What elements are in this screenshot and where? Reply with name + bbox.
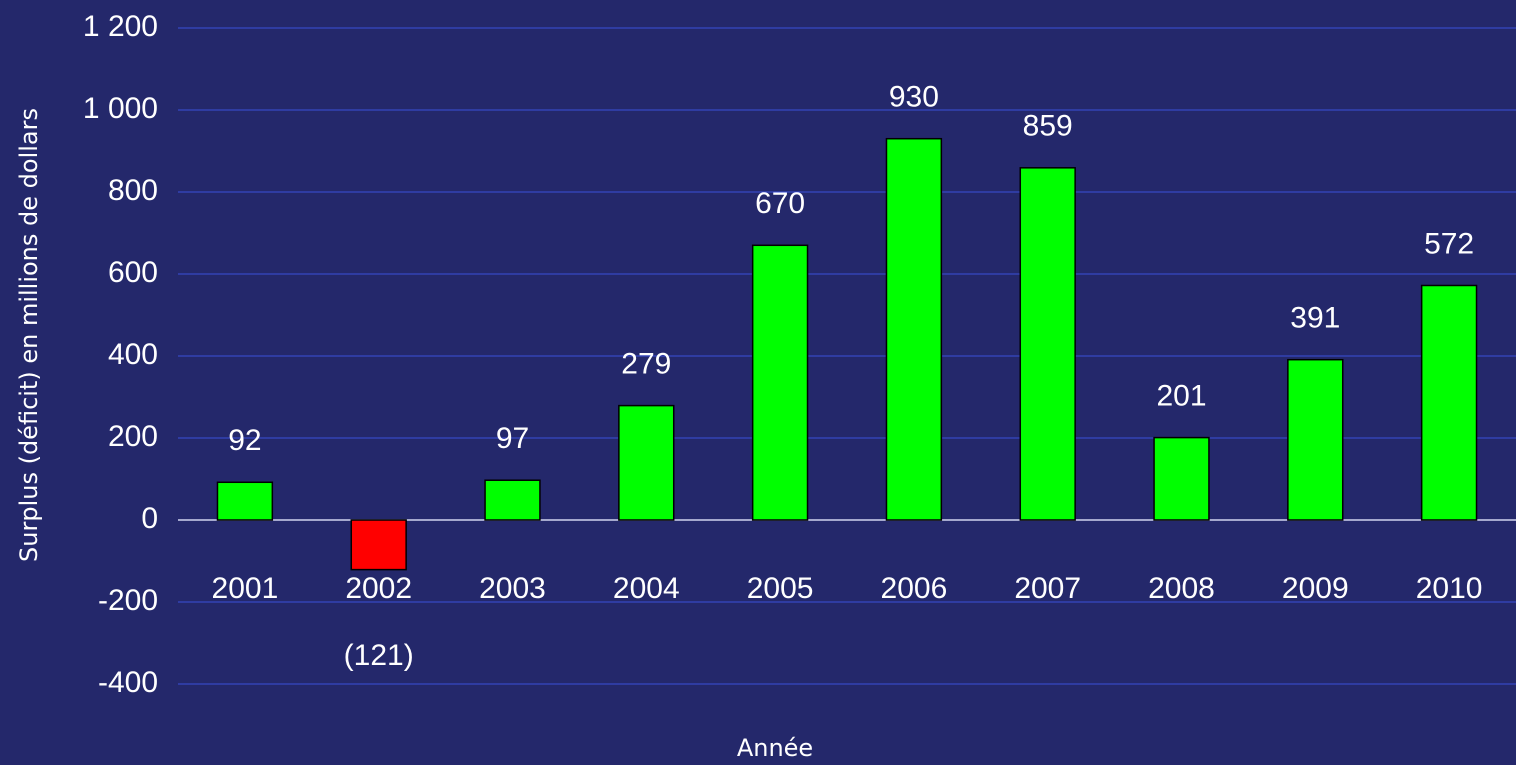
bar bbox=[484, 479, 541, 521]
data-label: 572 bbox=[1424, 227, 1474, 260]
x-tick-label: 2008 bbox=[1148, 572, 1215, 605]
x-tick-label: 2007 bbox=[1014, 572, 1081, 605]
bar bbox=[350, 519, 407, 571]
data-label: 92 bbox=[228, 424, 261, 457]
y-tick-label: 0 bbox=[141, 502, 158, 535]
data-label: 391 bbox=[1290, 302, 1340, 335]
x-tick-label: 2009 bbox=[1282, 572, 1349, 605]
bar bbox=[751, 244, 809, 521]
y-tick-label: -400 bbox=[98, 666, 158, 699]
bar bbox=[1287, 358, 1344, 521]
bar bbox=[1019, 167, 1076, 521]
y-tick-label: 200 bbox=[108, 420, 158, 453]
x-axis-title: Année bbox=[737, 734, 813, 762]
x-tick-label: 2003 bbox=[479, 572, 546, 605]
data-label: 930 bbox=[889, 81, 939, 114]
y-axis-title: Surplus (déficit) en millions de dollars bbox=[15, 108, 43, 562]
data-label: 97 bbox=[496, 422, 529, 455]
x-tick-label: 2001 bbox=[212, 572, 279, 605]
x-tick-label: 2006 bbox=[881, 572, 948, 605]
x-tick-label: 2010 bbox=[1416, 572, 1483, 605]
x-tick-label: 2004 bbox=[613, 572, 680, 605]
bar bbox=[885, 137, 943, 521]
bar bbox=[1153, 436, 1210, 521]
y-tick-label: -200 bbox=[98, 584, 158, 617]
bar bbox=[216, 481, 274, 521]
y-tick-label: 400 bbox=[108, 338, 158, 371]
data-label: (121) bbox=[344, 639, 414, 672]
y-tick-label: 1 000 bbox=[83, 92, 158, 125]
bar bbox=[1420, 284, 1478, 521]
x-tick-label: 2002 bbox=[345, 572, 412, 605]
data-label: 859 bbox=[1023, 110, 1073, 143]
y-tick-label: 600 bbox=[108, 256, 158, 289]
data-label: 670 bbox=[755, 187, 805, 220]
x-tick-label: 2005 bbox=[747, 572, 814, 605]
y-tick-label: 1 200 bbox=[83, 10, 158, 43]
data-label: 279 bbox=[621, 348, 671, 381]
bar bbox=[618, 404, 675, 521]
data-label: 201 bbox=[1156, 380, 1206, 413]
y-tick-label: 800 bbox=[108, 174, 158, 207]
